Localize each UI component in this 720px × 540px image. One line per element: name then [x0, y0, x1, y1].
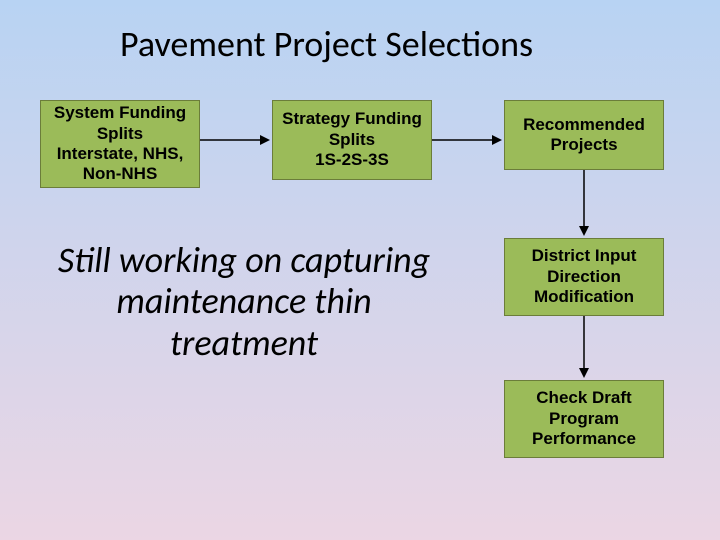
- box-system-funding: System FundingSplitsInterstate, NHS,Non-…: [40, 100, 200, 188]
- center-note: Still working on capturing maintenance t…: [54, 240, 434, 364]
- box-district-input: District InputDirectionModification: [504, 238, 664, 316]
- arrow-2: [424, 132, 510, 148]
- box-strategy-funding: Strategy FundingSplits1S-2S-3S: [272, 100, 432, 180]
- box-check-draft: Check DraftProgramPerformance: [504, 380, 664, 458]
- arrow-1: [192, 132, 278, 148]
- arrow-4: [576, 308, 592, 386]
- box-recommended-projects: RecommendedProjects: [504, 100, 664, 170]
- arrow-3: [576, 162, 592, 244]
- slide-title: Pavement Project Selections: [120, 22, 533, 66]
